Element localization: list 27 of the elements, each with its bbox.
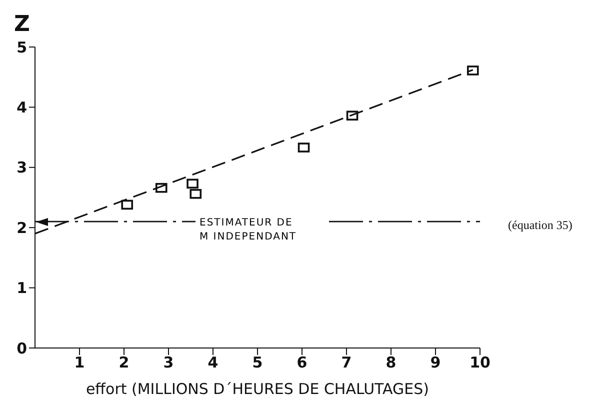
y-axis-title: Z bbox=[14, 12, 30, 37]
x-tick-label: 6 bbox=[296, 354, 308, 372]
point bbox=[298, 142, 310, 152]
y-tick-label: 1 bbox=[16, 279, 27, 298]
y-tick-label: 3 bbox=[16, 158, 27, 177]
y-tick-label: 0 bbox=[16, 339, 27, 358]
x-axis-title: effort (MILLIONS D´HEURES DE CHALUTAGES) bbox=[86, 380, 430, 398]
x-tick-label: 4 bbox=[208, 354, 218, 372]
y-tick-label: 4 bbox=[16, 98, 27, 117]
x-tick-label: 1 bbox=[74, 354, 85, 372]
x-tick-label: 7 bbox=[341, 354, 352, 372]
point bbox=[155, 182, 168, 193]
point bbox=[346, 110, 358, 121]
point bbox=[121, 200, 134, 210]
x-tick-label: 9 bbox=[430, 354, 441, 372]
x-tick-label: 8 bbox=[386, 354, 396, 372]
point bbox=[186, 178, 198, 189]
x-tick-label: 10 bbox=[470, 354, 490, 372]
y-tick-label: 5 bbox=[16, 38, 27, 56]
point bbox=[190, 188, 202, 199]
x-tick-label: 2 bbox=[118, 354, 130, 372]
point bbox=[466, 66, 479, 76]
x-tick-label: 5 bbox=[252, 354, 263, 372]
ref-line-label: ESTIMATEUR DE M INDEPENDANT bbox=[200, 218, 297, 243]
text: (équation 35) bbox=[508, 218, 572, 233]
x-tick-label: 3 bbox=[163, 354, 174, 372]
y-tick-label: 2 bbox=[16, 218, 27, 237]
